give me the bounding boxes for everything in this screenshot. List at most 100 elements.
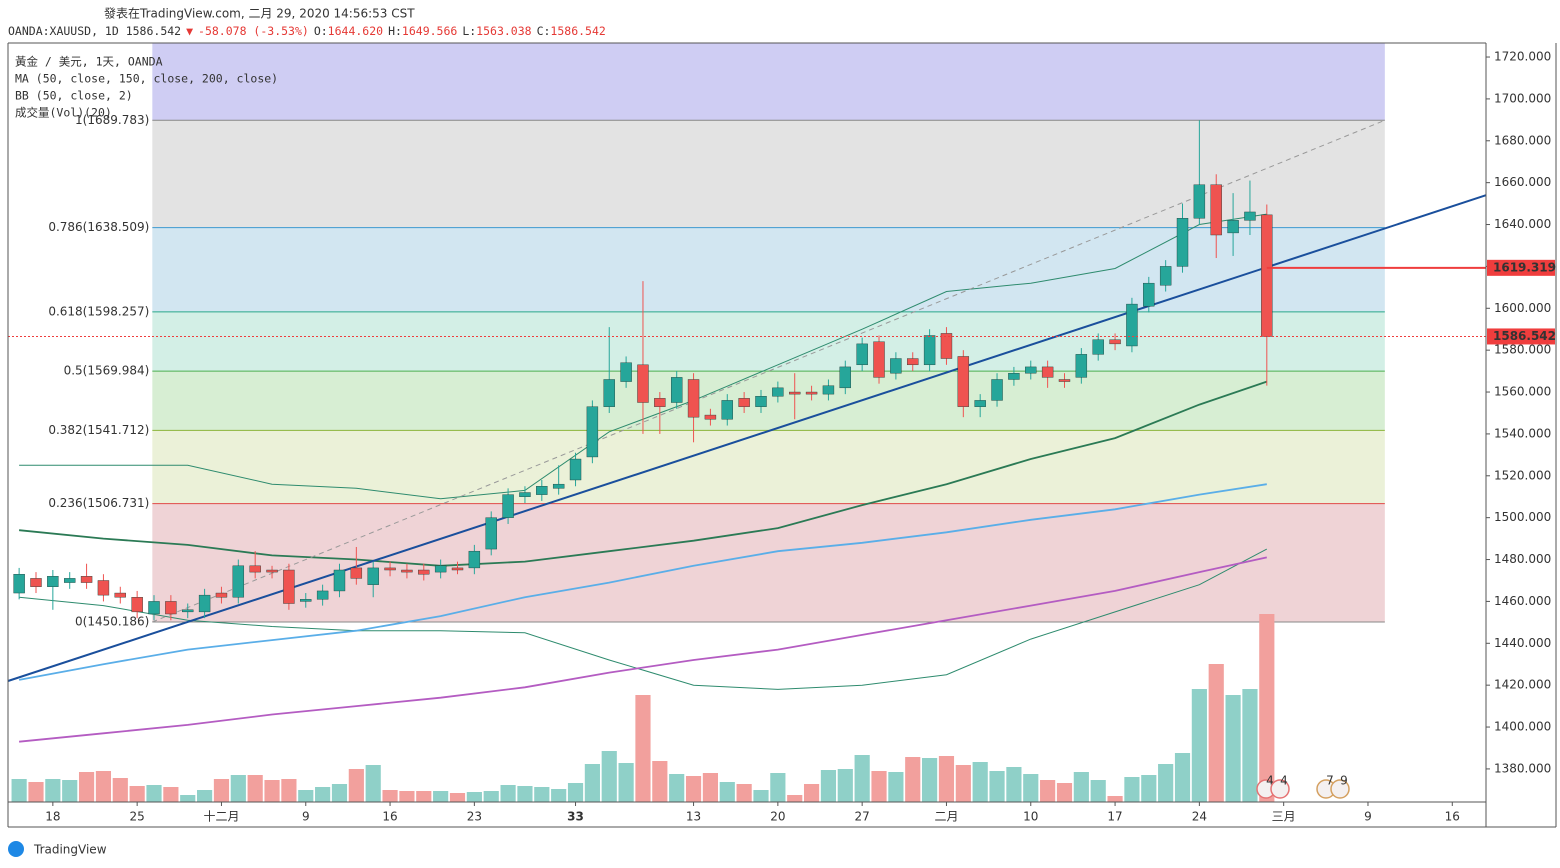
candle-body [418,569,430,575]
fib-level-label: 0.618(1598.257) [48,304,149,318]
candle-body [485,517,497,550]
x-tick-label: 二月 [934,810,958,824]
candle-body [64,578,76,583]
candle-body [1261,214,1273,337]
candle-body [654,398,666,407]
volume-bar [1056,783,1073,802]
volume-bar [803,784,820,802]
price-axis-bg [1486,43,1560,823]
legend-indicator: 成交量(Vol)(20) [15,106,112,120]
volume-bar [483,791,499,802]
quote-part: OANDA:XAUUSD, 1D 1586.542 [8,24,181,38]
volume-bar [551,789,567,802]
fib-band [152,503,1385,622]
y-tick-label: 1420.000 [1494,678,1551,692]
candle-body [1126,303,1138,347]
y-tick-label: 1380.000 [1494,761,1551,775]
candle-body [552,483,565,489]
y-tick-label: 1660.000 [1494,175,1551,189]
quote-part: L: [462,24,476,38]
candle-body [755,396,767,407]
volume-bar [365,765,381,802]
volume-bar [433,791,449,802]
volume-bar [1225,695,1241,802]
candle-body [1058,379,1071,382]
x-tick-label: 27 [855,810,870,824]
candle-body [1210,184,1222,236]
x-tick-label: 23 [467,810,482,824]
legend-title: 黃金 / 美元, 1天, OANDA [15,55,163,69]
candle-body [215,592,228,598]
candle-body [316,590,329,600]
candle-body [620,362,632,382]
quote-part: 1649.566 [402,24,457,38]
y-tick-label: 1500.000 [1494,510,1551,524]
logo: TradingView [8,841,107,857]
candle-body [586,406,599,458]
volume-bar [635,695,651,802]
candle-body [384,567,396,571]
candle-body [350,567,363,579]
volume-bar [382,790,398,802]
volume-bar [331,784,348,802]
quote-part: -58.078 (-3.53%) [198,24,309,38]
volume-bar [146,785,162,802]
y-tick-label: 1480.000 [1494,552,1551,566]
candle-body [47,576,59,587]
candle-body [232,565,245,598]
candle-body [1176,218,1189,267]
fib-band [152,311,1385,372]
candle-body [165,601,177,615]
fib-band [152,227,1385,312]
volume-bar [466,792,482,802]
volume-bar [62,780,78,802]
volume-bar [1208,664,1224,802]
candle-body [131,597,143,613]
volume-bar [1023,774,1039,802]
volume-bar [315,787,331,802]
candle-body [1075,354,1088,378]
quote-part: O: [314,24,328,38]
candle-body [974,400,986,407]
volume-bar [922,758,938,802]
legend-indicator: BB (50, close, 2) [15,89,133,103]
x-tick-label: 16 [1445,810,1460,824]
candle-body [923,335,936,366]
volume-bar [180,795,196,802]
candle-body [502,494,514,518]
candle-body [536,486,548,495]
volume-bar [112,778,128,802]
y-tick-label: 1600.000 [1494,301,1551,315]
y-tick-label: 1520.000 [1494,468,1551,482]
volume-bar [197,790,213,802]
time-axis-bg [0,803,1486,827]
candle-body [670,377,683,403]
candle-body [1092,339,1104,355]
volume-bar [702,773,718,802]
candle-body [148,601,160,615]
quote-part: C: [537,24,551,38]
quote-line: OANDA:XAUUSD, 1D 1586.542 ▼ -58.078 (-3.53… [8,24,606,38]
quote-part: 1644.620 [328,24,383,38]
candle-body [704,414,717,420]
volume-bar [298,790,314,802]
fib-level-label: 1(1689.783) [75,113,149,127]
x-tick-label: 9 [1364,810,1372,824]
volume-bar [1006,767,1022,802]
candle-body [822,385,835,395]
candle-body [687,379,700,418]
volume-bar [905,757,921,802]
volume-bar [955,765,971,802]
candle-body [907,358,919,366]
candle-body [1109,339,1121,345]
candle-body [1227,220,1239,234]
candle-body [249,565,261,573]
fib-band [152,371,1385,431]
x-tick-label: 20 [770,810,785,824]
volume-bar [601,751,617,802]
quote-part: ▼ [186,24,193,38]
candle-body [637,364,649,403]
candle-body [957,356,970,407]
x-tick-label: 33 [567,810,584,824]
